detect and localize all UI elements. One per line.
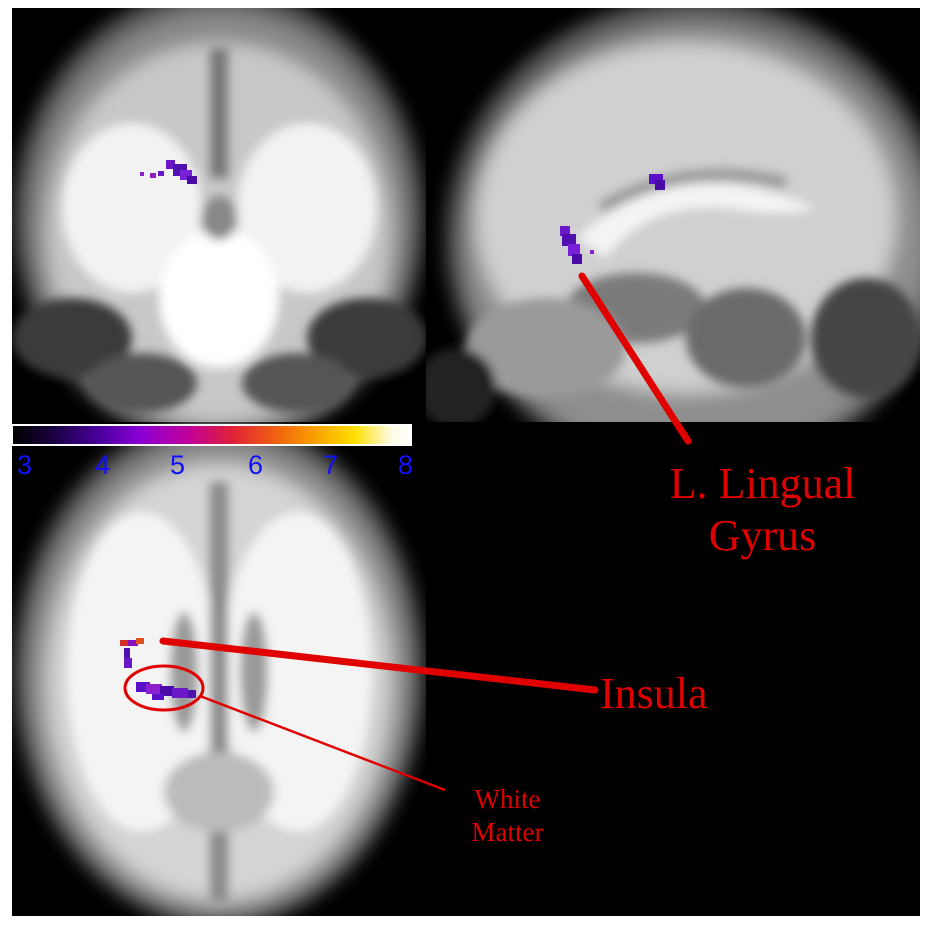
white-matter-label-line2: Matter [471, 816, 544, 847]
empty-quadrant [426, 422, 920, 916]
sagittal-slice-panel [426, 8, 920, 422]
coronal-activation-cluster [140, 160, 197, 184]
lingual-pointer-line [578, 272, 692, 445]
colorbar-tick-label: 6 [248, 450, 264, 480]
colorbar-tick-label: 3 [17, 450, 33, 480]
axial-activation-cluster-insula [120, 638, 144, 668]
lingual-label-line1: L. Lingual [669, 459, 856, 508]
colorbar-tick-label: 4 [95, 450, 111, 480]
colorbar-tick-label: 7 [323, 450, 339, 480]
colorbar-tick-label: 5 [170, 450, 186, 480]
colorbar [11, 424, 412, 446]
white-matter-label-line1: White [474, 784, 541, 814]
axial-brain-image [12, 422, 426, 916]
white-matter-label: White Matter [440, 783, 575, 849]
coronal-brain-image [12, 8, 426, 422]
sagittal-brain-image [426, 8, 920, 422]
axial-activation-cluster-white-matter [136, 682, 196, 700]
insula-pointer-line [159, 637, 599, 694]
colorbar-tick-label: 8 [398, 450, 414, 480]
axial-slice-panel [12, 422, 426, 916]
white-matter-pointer-line [199, 694, 446, 792]
lingual-label-line2: Gyrus [708, 510, 817, 560]
brain-figure [12, 8, 920, 916]
coronal-slice-panel [12, 8, 426, 422]
insula-label: Insula [600, 669, 708, 718]
sagittal-activation-cluster-cingulate [649, 174, 665, 190]
lingual-gyrus-label: L. Lingual Gyrus [620, 458, 905, 562]
sagittal-activation-cluster-lingual [560, 226, 594, 264]
white-matter-circle [123, 664, 205, 712]
